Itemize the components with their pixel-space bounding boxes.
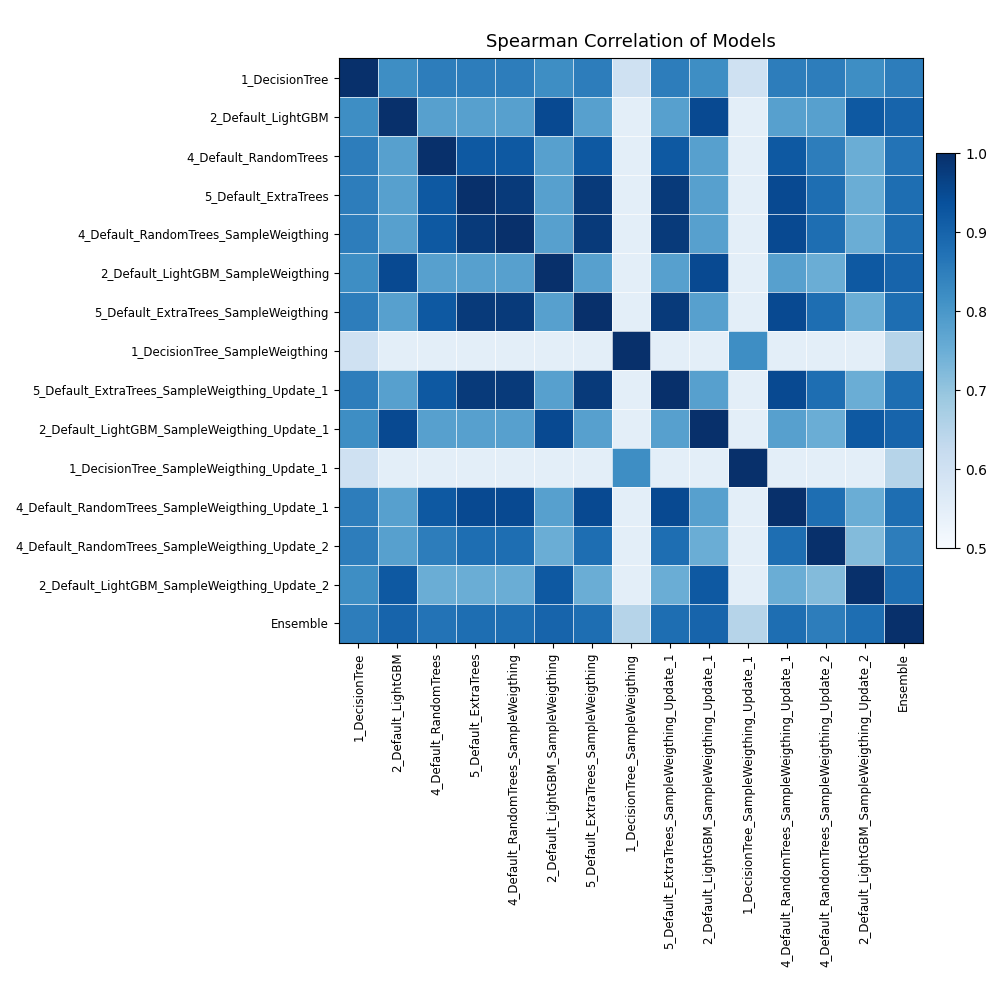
Title: Spearman Correlation of Models: Spearman Correlation of Models [486, 33, 776, 51]
